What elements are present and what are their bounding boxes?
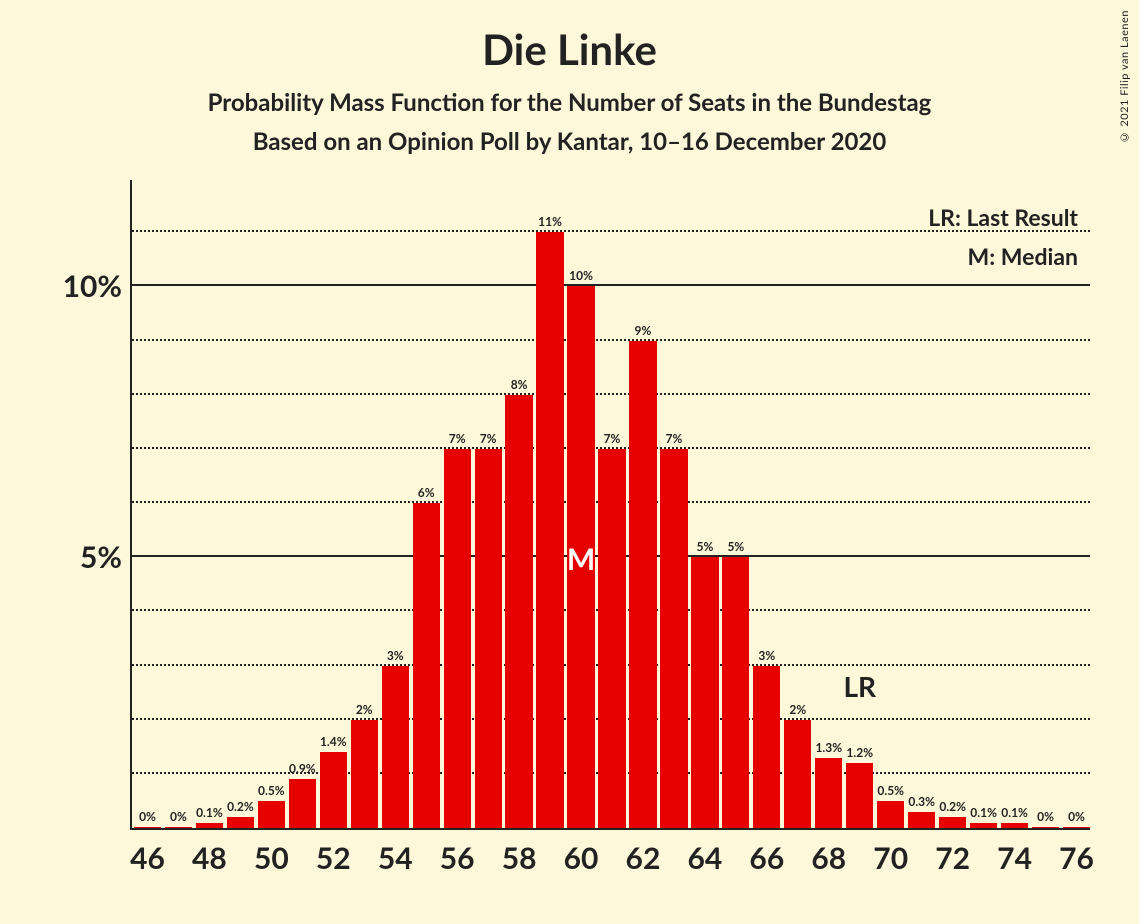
bar: 3% (753, 666, 780, 829)
titles: Die Linke Probability Mass Function for … (0, 0, 1139, 156)
bar-value-label: 0% (170, 809, 187, 824)
chart-subtitle-2: Based on an Opinion Poll by Kantar, 10–1… (0, 127, 1139, 156)
x-axis-label: 70 (873, 840, 908, 876)
bar: 7% (475, 449, 502, 828)
bar-value-label: 1.3% (815, 740, 842, 755)
bar: 0.2% (227, 817, 254, 828)
bar-value-label: 0.5% (877, 783, 904, 798)
x-axis-label: 68 (811, 840, 846, 876)
bar: 2% (784, 720, 811, 828)
bar: 0% (165, 827, 192, 828)
bar: 2% (351, 720, 378, 828)
x-axis-label: 64 (687, 840, 722, 876)
y-axis-label: 10% (63, 268, 122, 304)
copyright-text: © 2021 Filip van Laenen (1118, 10, 1131, 143)
bar: 5% (722, 557, 749, 828)
x-axis-label: 60 (564, 840, 599, 876)
bar: 0.1% (1001, 823, 1028, 828)
bar-value-label: 0.2% (227, 799, 254, 814)
plot-area: LR: Last Result M: Median 0%0%0.1%0.2%0.… (130, 180, 1090, 830)
bar: 1.2% (846, 763, 873, 828)
bar: 5% (691, 557, 718, 828)
bar-value-label: 0.5% (258, 783, 285, 798)
bar: 0% (1063, 827, 1090, 828)
bar-value-label: 3% (758, 648, 775, 663)
bar-value-label: 3% (387, 648, 404, 663)
bar: 7% (444, 449, 471, 828)
bar: 0.1% (196, 823, 223, 828)
bar-value-label: 0% (139, 809, 156, 824)
bar-value-label: 2% (356, 702, 373, 717)
bar-value-label: 5% (696, 539, 713, 554)
bars-container: 0%0%0.1%0.2%0.5%0.9%1.4%2%3%6%7%7%8%11%1… (132, 180, 1090, 828)
x-axis-label: 48 (192, 840, 227, 876)
bar-value-label: 2% (789, 702, 806, 717)
bar: 0% (134, 827, 161, 828)
x-axis-label: 74 (997, 840, 1032, 876)
bar-value-label: 1.4% (320, 734, 347, 749)
bar: 6% (413, 503, 440, 828)
bar: 0.3% (908, 812, 935, 828)
bar: 7% (598, 449, 625, 828)
bar-value-label: 1.2% (846, 745, 873, 760)
bar-value-label: 0.1% (1001, 805, 1028, 820)
bar-value-label: 11% (538, 214, 562, 229)
bar: 0% (1032, 827, 1059, 828)
bar-value-label: 0.9% (289, 761, 316, 776)
x-axis-label: 72 (935, 840, 970, 876)
x-axis-label: 50 (254, 840, 289, 876)
bar: 0.2% (939, 817, 966, 828)
bar-value-label: 7% (604, 431, 621, 446)
bar-value-label: 0.1% (196, 805, 223, 820)
bar: 9% (629, 341, 656, 829)
last-result-marker: LR (843, 669, 876, 703)
bar-value-label: 8% (511, 377, 528, 392)
bar: 7% (660, 449, 687, 828)
x-axis-label: 66 (749, 840, 784, 876)
bar-value-label: 0% (1068, 809, 1085, 824)
bar: 1.4% (320, 752, 347, 828)
x-axis-label: 52 (316, 840, 351, 876)
bar: 0.1% (970, 823, 997, 828)
bar-value-label: 0.3% (908, 794, 935, 809)
bar: 8% (505, 395, 532, 828)
median-marker: M (567, 541, 595, 577)
bar-value-label: 5% (727, 539, 744, 554)
bar: 0.5% (877, 801, 904, 828)
bar: 0.5% (258, 801, 285, 828)
x-axis-label: 62 (626, 840, 661, 876)
y-axis-label: 5% (80, 539, 122, 575)
bar-value-label: 0.2% (939, 799, 966, 814)
bar: 0.9% (289, 779, 316, 828)
chart-title: Die Linke (0, 24, 1139, 74)
bar-value-label: 9% (635, 323, 652, 338)
x-axis-label: 46 (130, 840, 165, 876)
bar-value-label: 7% (480, 431, 497, 446)
chart-subtitle-1: Probability Mass Function for the Number… (0, 88, 1139, 117)
bar-value-label: 7% (449, 431, 466, 446)
bar-value-label: 0.1% (970, 805, 997, 820)
bar: 1.3% (815, 758, 842, 828)
bar: 11% (536, 232, 563, 828)
bar-value-label: 10% (569, 268, 593, 283)
chart: LR: Last Result M: Median 0%0%0.1%0.2%0.… (50, 180, 1105, 880)
x-axis-label: 56 (440, 840, 475, 876)
bar-value-label: 6% (418, 485, 435, 500)
bar-value-label: 0% (1037, 809, 1054, 824)
x-axis-label: 76 (1059, 840, 1094, 876)
x-axis-label: 58 (502, 840, 537, 876)
bar-value-label: 7% (666, 431, 683, 446)
bar: 3% (382, 666, 409, 829)
x-axis-label: 54 (378, 840, 413, 876)
